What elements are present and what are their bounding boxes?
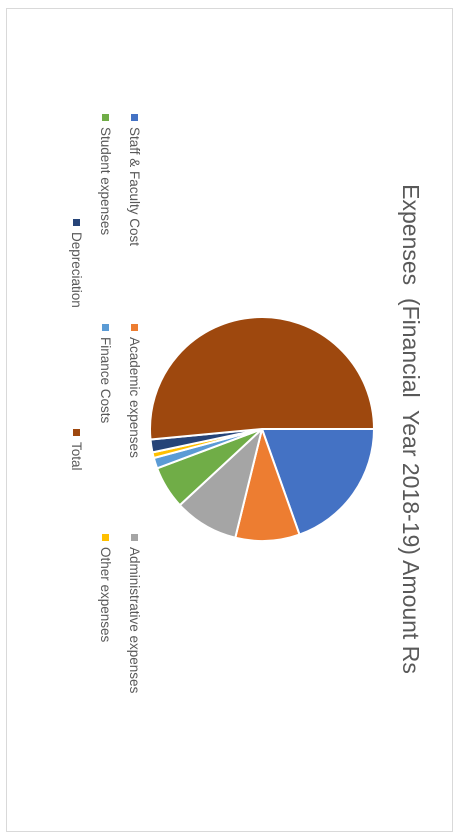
- legend-marker: [102, 114, 109, 121]
- pie-chart: Expenses (Financial Year 2018-19) Amount…: [22, 29, 452, 829]
- legend-item: Other expenses: [98, 534, 113, 744]
- legend-marker: [131, 534, 138, 541]
- legend-label: Total: [69, 442, 84, 471]
- pie-slice-staff-faculty-cost: [260, 428, 376, 536]
- legend-item: Student expenses: [98, 114, 113, 324]
- pie-plot-area: [149, 316, 376, 542]
- legend-item: Staff & Faculty Cost: [127, 114, 142, 324]
- legend-label: Administrative expenses: [127, 547, 142, 694]
- legend-marker: [73, 429, 80, 436]
- legend-marker: [102, 324, 109, 331]
- chart-legend: Staff & Faculty Cost Academic expenses Adm…: [69, 109, 142, 749]
- legend-item: Total: [69, 429, 84, 639]
- pie-slice-total: [149, 316, 376, 441]
- legend-item: Academic expenses: [127, 324, 142, 534]
- legend-label: Finance Costs: [98, 337, 113, 424]
- legend-marker: [73, 219, 80, 226]
- legend-item: Finance Costs: [98, 324, 113, 534]
- legend-item: Administrative expenses: [127, 534, 142, 744]
- legend-item: Depreciation: [69, 219, 84, 429]
- legend-label: Academic expenses: [127, 337, 142, 458]
- legend-label: Staff & Faculty Cost: [127, 127, 142, 247]
- legend-marker: [131, 114, 138, 121]
- legend-marker: [102, 534, 109, 541]
- page-frame: Expenses (Financial Year 2018-19) Amount…: [6, 8, 453, 832]
- legend-label: Depreciation: [69, 232, 84, 308]
- legend-marker: [131, 324, 138, 331]
- legend-label: Other expenses: [98, 547, 113, 643]
- legend-label: Student expenses: [98, 127, 113, 236]
